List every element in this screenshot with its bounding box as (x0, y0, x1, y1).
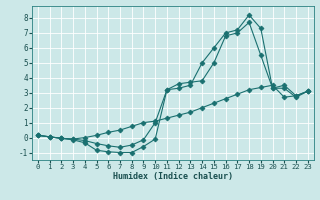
X-axis label: Humidex (Indice chaleur): Humidex (Indice chaleur) (113, 172, 233, 181)
